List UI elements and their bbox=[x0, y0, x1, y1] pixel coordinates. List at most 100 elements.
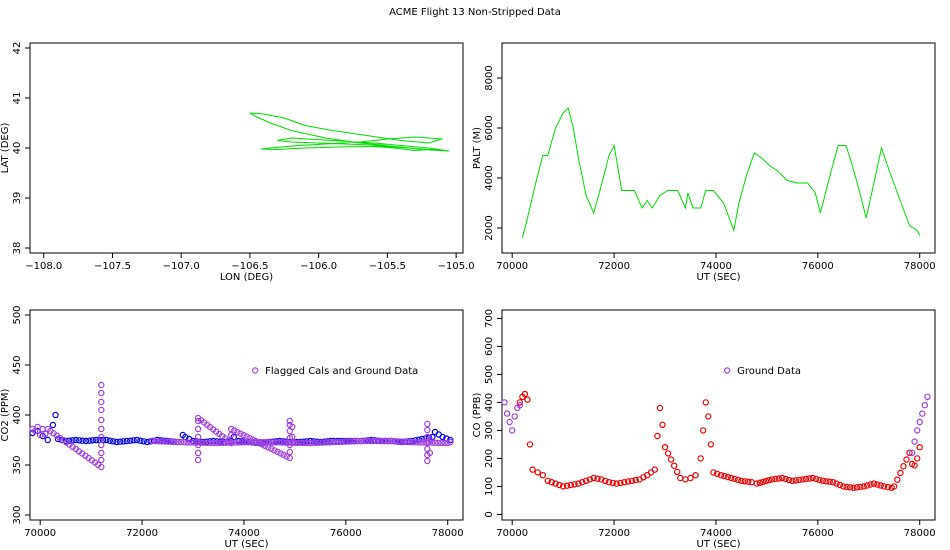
co-valid-point bbox=[806, 475, 813, 482]
co-valid-point bbox=[724, 473, 732, 481]
co2-flagged-point bbox=[379, 437, 386, 445]
co-x-tick-label: 72000 bbox=[598, 528, 630, 539]
co-valid-point bbox=[914, 455, 921, 462]
co2-valid-point bbox=[72, 436, 80, 444]
co2-flagged-point bbox=[441, 439, 448, 447]
altitude-x-tick-label: 76000 bbox=[802, 261, 834, 272]
co-valid-point bbox=[833, 480, 840, 487]
co2-flagged-point bbox=[164, 438, 172, 445]
co-valid-point bbox=[552, 480, 559, 487]
co-panel: 70000 72000 74000 76000 78000 0 100 200 300 400 50… bbox=[472, 309, 936, 550]
co-valid-point bbox=[526, 441, 534, 448]
co-flagged-point bbox=[506, 418, 513, 426]
co2-flagged-point bbox=[283, 453, 290, 460]
co-valid-point bbox=[762, 477, 770, 485]
co2-x-axis-title: UT (SEC) bbox=[224, 539, 268, 550]
co2-y-tick-label: 400 bbox=[12, 405, 23, 424]
co-flagged-point bbox=[921, 402, 929, 409]
co2-valid-point bbox=[103, 436, 110, 444]
co2-flagged-point bbox=[98, 416, 105, 424]
co-valid-point bbox=[667, 456, 675, 463]
co-valid-point bbox=[894, 476, 901, 483]
co2-flagged-point bbox=[385, 437, 392, 445]
co2-flagged-point bbox=[357, 437, 365, 445]
co2-flagged-point bbox=[98, 433, 105, 441]
co-y-tick-label: 100 bbox=[484, 477, 495, 496]
co2-flagged-point bbox=[254, 438, 261, 446]
co-flagged-point bbox=[911, 438, 918, 445]
co-valid-point bbox=[753, 480, 760, 487]
co2-flagged-point bbox=[174, 438, 181, 446]
co-valid-point bbox=[860, 483, 867, 490]
co2-flagged-point bbox=[316, 439, 323, 446]
co-valid-point bbox=[602, 477, 609, 484]
co2-flagged-point bbox=[280, 451, 287, 459]
co-valid-point bbox=[857, 483, 864, 491]
co-valid-point bbox=[659, 421, 666, 428]
co2-flagged-point bbox=[261, 442, 269, 449]
co-valid-point bbox=[682, 476, 689, 483]
co2-valid-point bbox=[435, 431, 442, 438]
co-valid-point bbox=[734, 476, 742, 484]
co2-flagged-point bbox=[243, 433, 250, 440]
co-legend-label: Ground Data bbox=[737, 366, 801, 377]
co2-flagged-point bbox=[219, 439, 226, 446]
co-valid-point bbox=[697, 455, 704, 462]
co2-valid-point bbox=[130, 437, 137, 444]
altitude-x-tick-label: 72000 bbox=[598, 261, 630, 272]
co-valid-point bbox=[567, 481, 575, 489]
co-valid-point bbox=[792, 477, 800, 484]
co2-valid-point bbox=[109, 438, 117, 445]
co2-x-tick-label: 70000 bbox=[24, 528, 56, 539]
co2-legend-label: Flagged Cals and Ground Data bbox=[265, 366, 418, 377]
track-x-tick-label: −105.0 bbox=[438, 261, 475, 272]
co-valid-point bbox=[710, 469, 717, 476]
co-valid-point bbox=[563, 482, 571, 489]
co2-legend-marker bbox=[251, 367, 259, 374]
co2-flagged-point bbox=[289, 423, 296, 431]
track-y-tick-label: 41 bbox=[12, 92, 23, 105]
co-valid-point bbox=[609, 479, 617, 487]
co-valid-point bbox=[575, 480, 582, 487]
co2-flagged-point bbox=[260, 439, 267, 446]
co2-flagged-point bbox=[231, 427, 238, 434]
co2-flagged-point bbox=[364, 437, 371, 445]
co-valid-point bbox=[880, 483, 888, 490]
co2-flagged-point bbox=[180, 439, 188, 446]
co-valid-point bbox=[544, 477, 552, 484]
co-valid-point bbox=[534, 469, 541, 476]
co2-flagged-point bbox=[257, 438, 264, 446]
co-valid-point bbox=[539, 472, 547, 479]
co2-flagged-point bbox=[397, 438, 405, 445]
co-valid-point bbox=[647, 469, 655, 476]
co2-flagged-point bbox=[403, 438, 411, 446]
altitude-y-tick-label: 6000 bbox=[484, 115, 495, 140]
co2-flagged-point bbox=[432, 439, 439, 446]
co2-flagged-point bbox=[326, 439, 333, 446]
co2-flagged-point bbox=[370, 437, 377, 445]
co2-y-tick-label: 450 bbox=[12, 355, 23, 374]
co-y-tick-label: 0 bbox=[484, 511, 495, 517]
co-flagged-point bbox=[501, 399, 508, 406]
co-valid-point bbox=[654, 432, 661, 440]
co-flagged-point bbox=[908, 449, 916, 456]
co-valid-point bbox=[516, 399, 524, 406]
co2-flagged-point bbox=[319, 439, 327, 446]
co-valid-point bbox=[671, 462, 678, 469]
co2-valid-point bbox=[120, 438, 127, 445]
track-x-tick-label: −106.5 bbox=[231, 261, 268, 272]
co2-flagged-point bbox=[98, 449, 105, 457]
co-valid-point bbox=[877, 482, 884, 489]
co-frame bbox=[501, 309, 936, 521]
co2-flagged-point bbox=[300, 439, 308, 447]
co-valid-point bbox=[789, 477, 796, 484]
co2-flagged-point bbox=[338, 438, 346, 445]
co2-flagged-point bbox=[98, 441, 105, 449]
co2-flagged-point bbox=[400, 438, 408, 445]
co-valid-point bbox=[870, 480, 878, 487]
co2-flagged-point bbox=[354, 437, 362, 445]
co-x-tick-label: 78000 bbox=[904, 528, 936, 539]
co2-valid-point bbox=[89, 437, 97, 444]
co2-flagged-point bbox=[200, 439, 207, 446]
track-x-tick-label: −107.0 bbox=[163, 261, 200, 272]
